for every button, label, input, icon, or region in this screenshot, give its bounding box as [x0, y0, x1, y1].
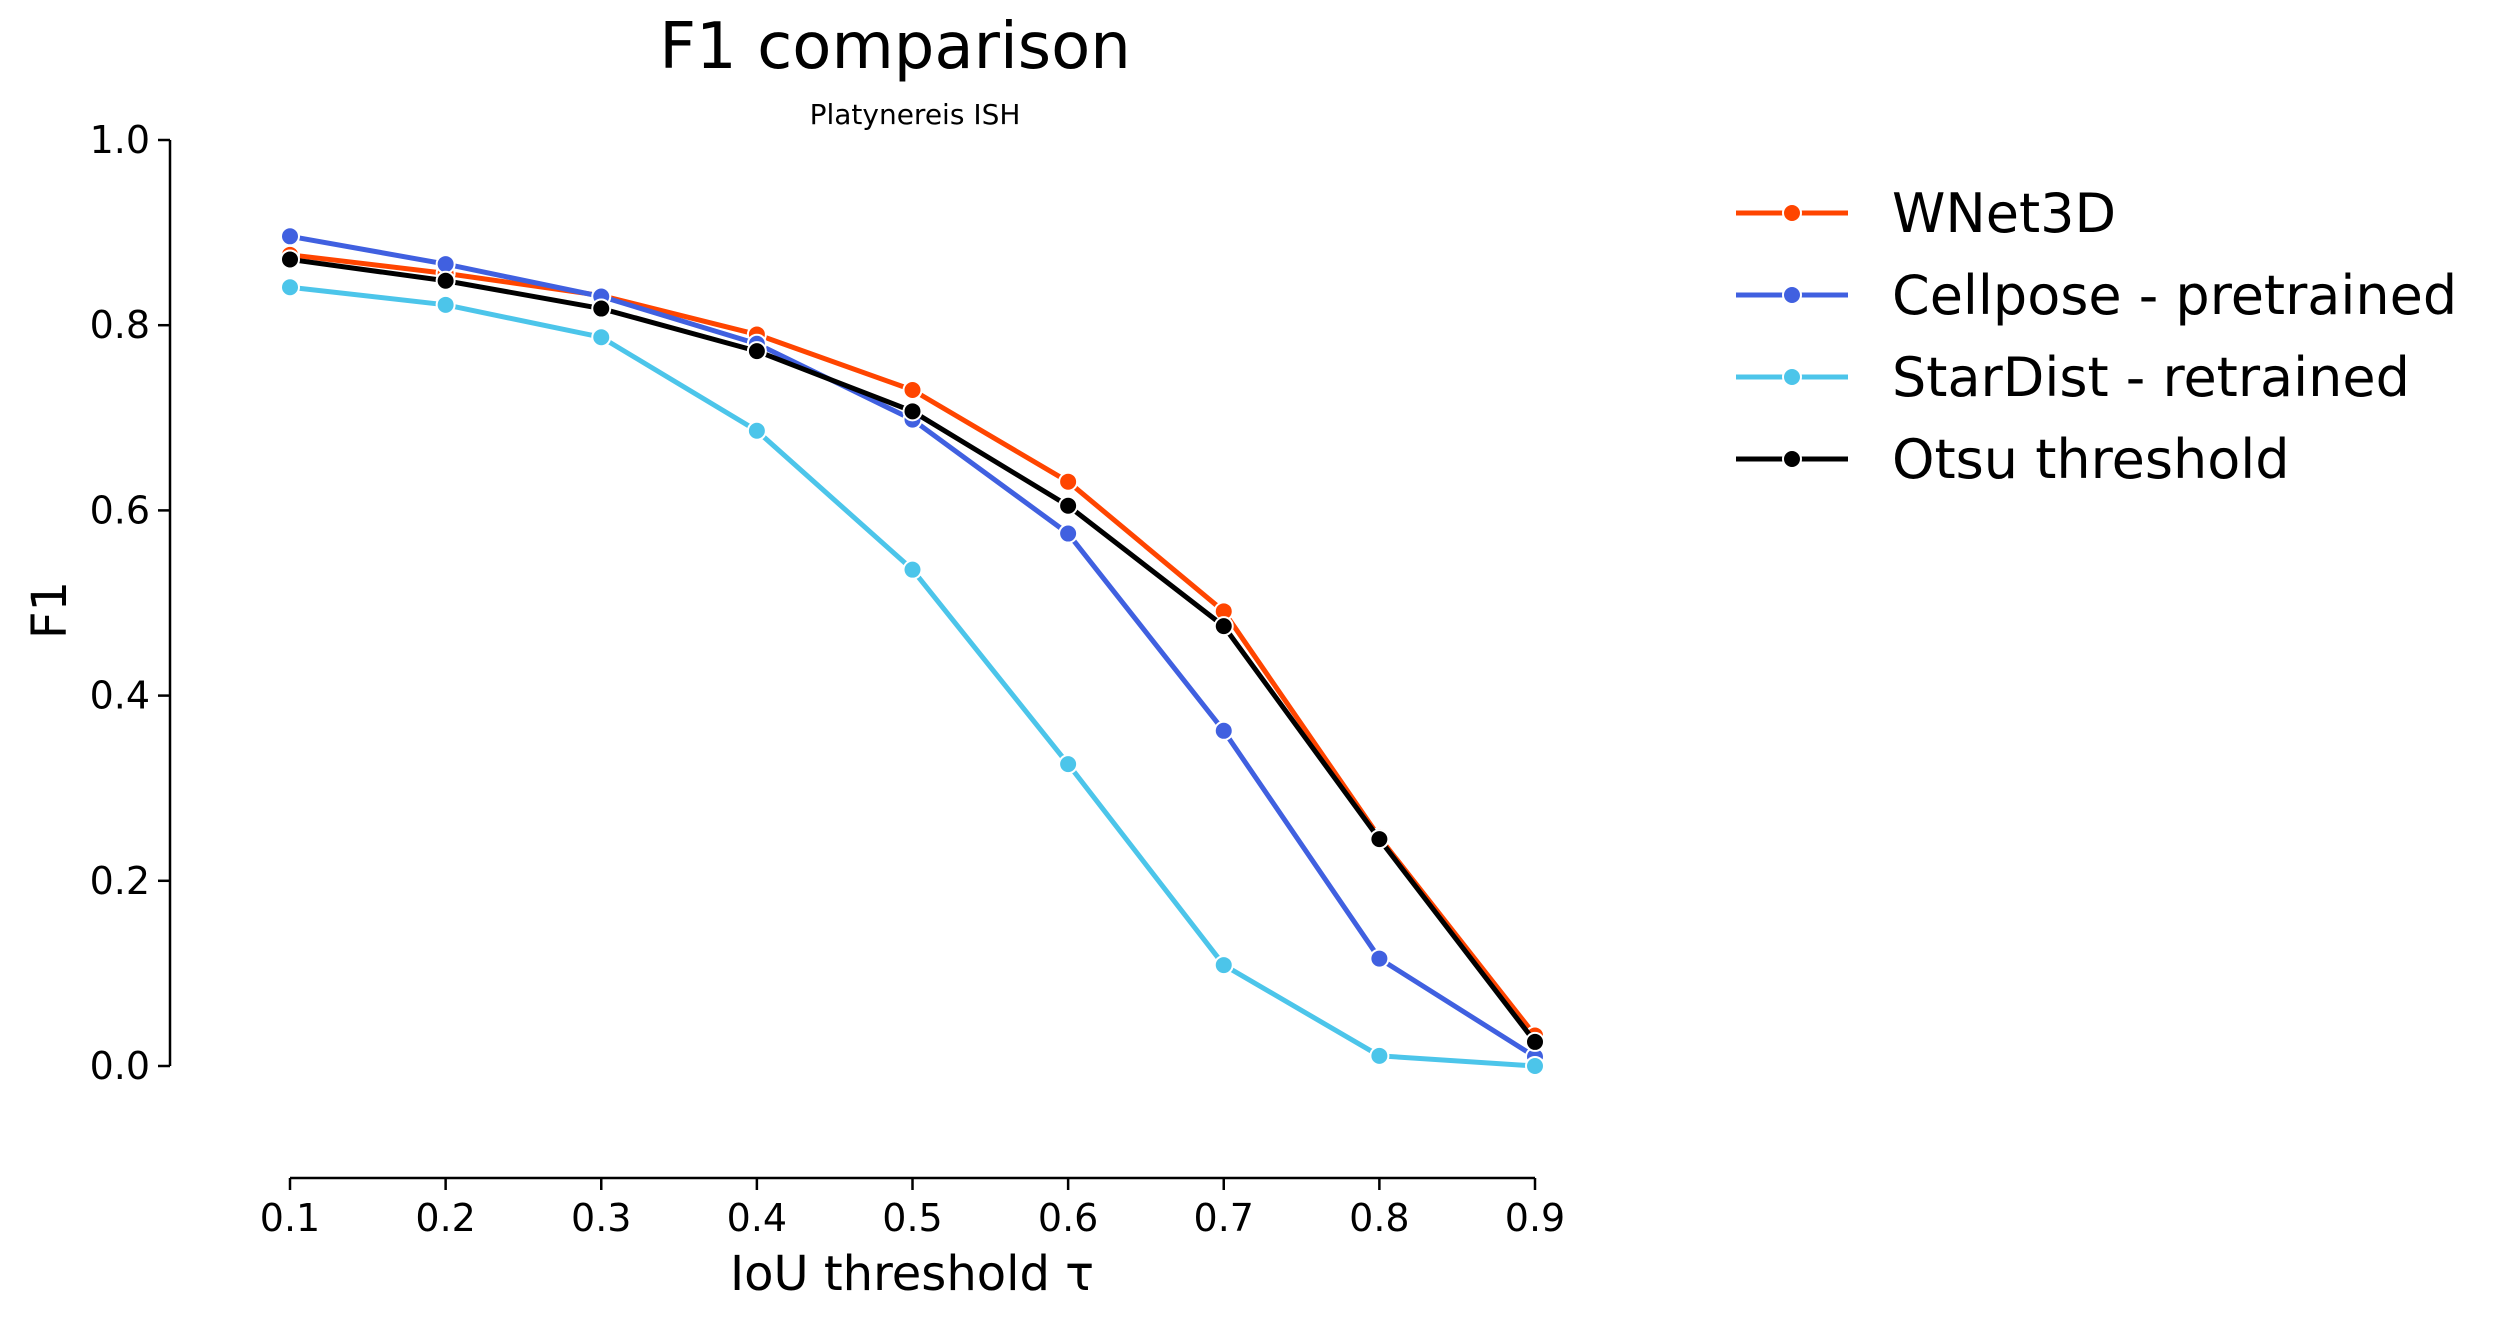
data-point-stardist-retrained — [280, 277, 300, 298]
legend-entry: Cellpose - pretrained — [1736, 264, 2457, 327]
x-tick-label: 0.8 — [1349, 1196, 1409, 1240]
x-tick-label: 0.7 — [1194, 1196, 1254, 1240]
data-point-otsu-threshold — [1213, 616, 1234, 637]
y-tick-label: 0.8 — [90, 303, 150, 347]
legend-marker — [1782, 367, 1802, 387]
series-otsu-threshold — [280, 249, 1545, 1052]
data-point-cellpose-pretrained — [1369, 948, 1390, 969]
x-tick-label: 0.4 — [727, 1196, 787, 1240]
data-point-stardist-retrained — [1213, 955, 1234, 976]
series-cellpose-pretrained — [280, 226, 1545, 1067]
data-point-stardist-retrained — [435, 294, 456, 315]
legend-label: Cellpose - pretrained — [1892, 264, 2457, 327]
x-tick-label: 0.1 — [260, 1196, 320, 1240]
y-axis-label: F1 — [22, 581, 78, 639]
y-axis-ticks: 0.0 0.2 0.4 0.6 0.8 1.0 — [90, 118, 170, 1088]
data-point-otsu-threshold — [1058, 495, 1079, 516]
y-tick-label: 0.2 — [90, 859, 150, 903]
series-line-wnet3d — [287, 252, 1538, 1038]
data-point-otsu-threshold — [1369, 829, 1390, 850]
data-point-cellpose-pretrained — [435, 254, 456, 275]
data-point-otsu-threshold — [591, 298, 612, 319]
series-stardist-retrained — [280, 277, 1545, 1076]
legend-entry: WNet3D — [1736, 182, 2116, 245]
chart-subtitle: Platynereis ISH — [810, 98, 1021, 131]
legend-entry: Otsu threshold — [1736, 428, 2290, 491]
data-point-otsu-threshold — [902, 401, 923, 422]
data-point-cellpose-pretrained — [1213, 720, 1234, 741]
x-axis-label: IoU threshold τ — [730, 1246, 1094, 1302]
data-point-cellpose-pretrained — [1058, 523, 1079, 544]
series-line-otsu-threshold — [287, 256, 1538, 1045]
y-tick-label: 0.0 — [90, 1044, 150, 1088]
legend-label: Otsu threshold — [1892, 428, 2290, 491]
data-point-wnet3d — [902, 380, 923, 401]
series-layer — [280, 226, 1545, 1076]
legend-marker — [1782, 285, 1802, 305]
data-point-stardist-retrained — [902, 559, 923, 580]
x-tick-label: 0.9 — [1505, 1196, 1565, 1240]
x-tick-label: 0.6 — [1038, 1196, 1098, 1240]
x-tick-label: 0.5 — [882, 1196, 942, 1240]
data-point-stardist-retrained — [746, 420, 767, 441]
data-point-stardist-retrained — [591, 327, 612, 348]
y-tick-label: 1.0 — [90, 118, 150, 162]
data-point-stardist-retrained — [1525, 1056, 1545, 1076]
x-tick-label: 0.3 — [571, 1196, 631, 1240]
data-point-otsu-threshold — [280, 249, 300, 270]
x-axis-ticks: 0.1 0.2 0.3 0.4 0.5 0.6 0.7 0.8 0.9 — [260, 1178, 1565, 1240]
data-point-otsu-threshold — [1525, 1031, 1545, 1052]
legend-marker — [1782, 203, 1802, 223]
legend-marker — [1782, 449, 1802, 469]
chart-title: F1 comparison — [659, 10, 1131, 84]
legend: WNet3D Cellpose - pretrained StarDist - re… — [1736, 182, 2457, 491]
data-point-wnet3d — [1058, 471, 1079, 492]
legend-label: StarDist - retrained — [1892, 346, 2410, 409]
x-tick-label: 0.2 — [415, 1196, 475, 1240]
series-line-cellpose-pretrained — [287, 233, 1538, 1060]
data-point-cellpose-pretrained — [280, 226, 300, 247]
data-point-stardist-retrained — [1369, 1045, 1390, 1066]
data-point-otsu-threshold — [746, 341, 767, 362]
data-point-stardist-retrained — [1058, 754, 1079, 775]
y-tick-label: 0.4 — [90, 674, 150, 718]
legend-entry: StarDist - retrained — [1736, 346, 2410, 409]
y-tick-label: 0.6 — [90, 488, 150, 532]
data-point-otsu-threshold — [435, 270, 456, 291]
legend-label: WNet3D — [1892, 182, 2116, 245]
